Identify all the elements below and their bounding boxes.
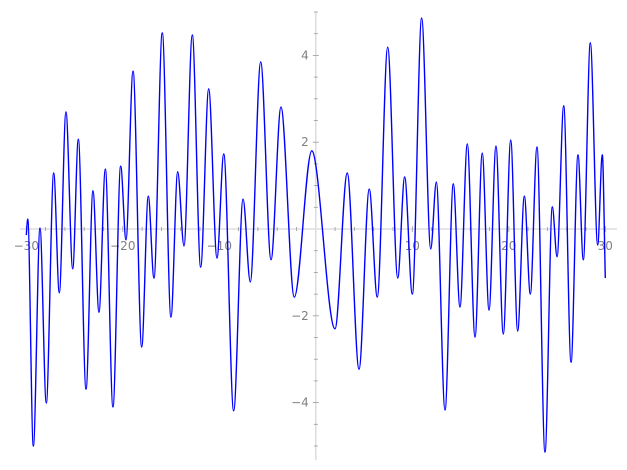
x-tick-label: 20 bbox=[501, 239, 516, 253]
x-tick-label: −20 bbox=[110, 239, 135, 253]
x-tick-label: −10 bbox=[207, 239, 232, 253]
y-tick-label: 4 bbox=[301, 48, 309, 62]
x-tick-label: 10 bbox=[405, 239, 420, 253]
y-tick-label: 2 bbox=[301, 135, 309, 149]
tick-labels: −30 −20 −10 10 20 30 −4 −2 2 4 bbox=[14, 48, 613, 409]
x-tick-label: −30 bbox=[14, 239, 39, 253]
y-tick-label: −2 bbox=[291, 309, 309, 323]
y-tick-label: −4 bbox=[291, 396, 309, 410]
series-line bbox=[25, 17, 606, 453]
